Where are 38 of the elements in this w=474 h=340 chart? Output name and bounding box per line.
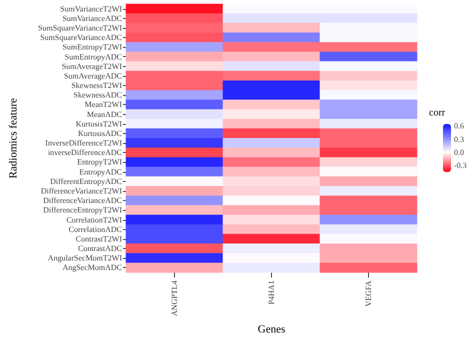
- y-tick-label: InverseDifferenceT2WI: [45, 138, 122, 148]
- y-tick-label: SumEntropyT2WI: [62, 42, 122, 52]
- y-tick-label: SumEntropyADC: [64, 52, 122, 62]
- y-tick-label: KurtosisT2WI: [76, 119, 122, 128]
- y-tick-label: EntropyT2WI: [77, 158, 122, 167]
- y-tick-label: SumVarianceT2WI: [60, 4, 122, 14]
- x-axis-title: Genes: [258, 324, 286, 336]
- y-tick-label: DifferenceVarianceADC: [43, 196, 122, 206]
- y-tick-label: EntropyADC: [79, 167, 122, 176]
- y-tick-label: AngSecMomADC: [62, 263, 122, 272]
- y-tick-label: MeanADC: [86, 110, 122, 119]
- y-tick-label: KurtosisADC: [78, 128, 122, 138]
- y-tick-label: DifferenceEntropyT2WI: [43, 206, 122, 215]
- y-tick-label: SumSquareVarianceADC: [40, 33, 122, 42]
- y-tick-label: inverseDifferenceADC: [48, 148, 122, 158]
- color-bar-label: 0.6: [454, 122, 464, 131]
- color-bar-label: -0.3: [454, 160, 467, 170]
- color-bar-label: 0.0: [454, 148, 464, 157]
- x-tick-label: P4HA1: [267, 280, 276, 305]
- y-tick-label: DifferenceVarianceT2WI: [40, 186, 122, 196]
- y-tick-label: SumAverageADC: [64, 71, 122, 80]
- y-tick-label: DifferentEntropyADC: [50, 176, 122, 186]
- y-tick-label: CorrelationADC: [68, 224, 122, 234]
- y-axis-title: Radiomics feature: [8, 98, 20, 178]
- y-tick-label: MeanT2WI: [84, 100, 122, 110]
- y-tick-label: ContrastT2WI: [76, 234, 122, 244]
- y-tick-label: AngularSecMomT2WI: [48, 254, 122, 263]
- x-tick-label: ANGPTL4: [170, 280, 179, 316]
- y-tick-label: SumVarianceADC: [62, 14, 122, 23]
- color-bar-label: 0.3: [454, 134, 464, 144]
- y-tick-label: CorrelationT2WI: [66, 215, 122, 224]
- y-tick-label: SkewnessT2WI: [71, 81, 122, 90]
- y-tick-label: SumSquareVarianceT2WI: [38, 23, 122, 32]
- y-tick-label: SumAverageT2WI: [62, 62, 122, 71]
- y-tick-label: SkewnessADC: [74, 90, 122, 100]
- color-bar-title: corr: [429, 108, 446, 118]
- y-tick-label: ContrastADC: [78, 244, 122, 254]
- x-tick-label: VEGFA: [364, 280, 373, 307]
